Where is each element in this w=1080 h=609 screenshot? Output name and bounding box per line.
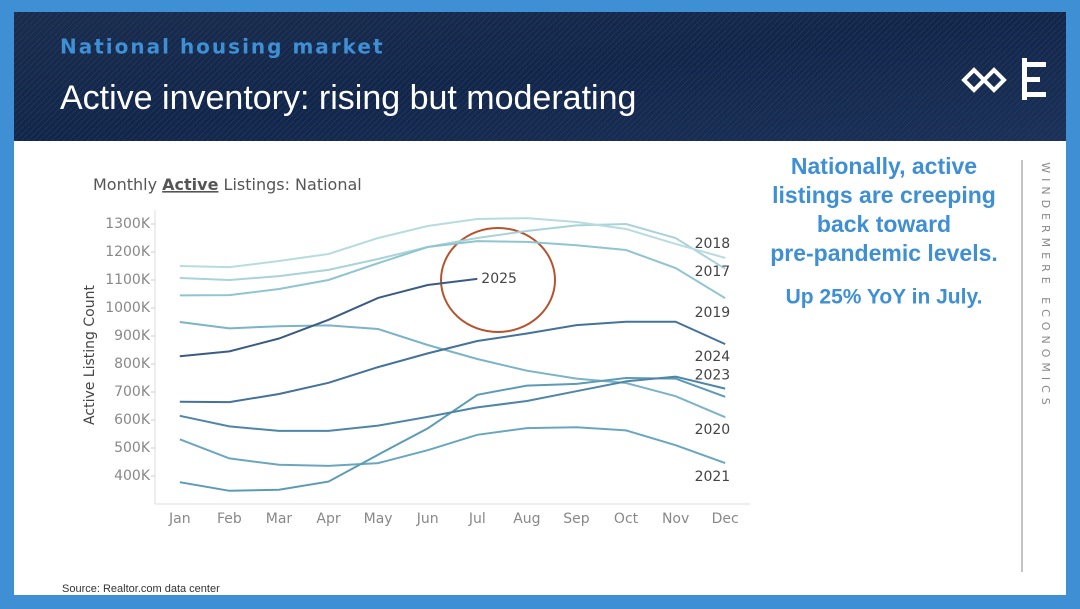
x-tick-label: Aug <box>513 511 540 527</box>
content-bg <box>14 141 1066 595</box>
series-line <box>179 375 726 432</box>
x-tick-label: May <box>364 511 393 527</box>
y-tick-label: 1100K <box>105 272 151 288</box>
x-tick-label: Apr <box>316 511 340 527</box>
series-label: 2018 <box>695 236 731 252</box>
x-tick-label: Feb <box>217 511 242 527</box>
x-tick-label: Jul <box>468 511 486 527</box>
x-tick-label: Mar <box>266 511 293 527</box>
series-label: 2017 <box>695 264 731 280</box>
series-label: 2021 <box>695 469 731 485</box>
y-tick-label: 1300K <box>105 216 151 232</box>
series-line <box>179 321 726 419</box>
series-line <box>179 217 726 269</box>
x-tick-label: Nov <box>662 511 689 527</box>
side-text: Nationally, active listings are creeping b… <box>770 153 998 266</box>
y-tick-label: 400K <box>114 468 151 484</box>
chart-title: Monthly Active Listings: National <box>93 175 362 194</box>
logo <box>961 58 1046 100</box>
x-tick-label: Sep <box>563 511 590 527</box>
highlight-circle <box>440 227 556 333</box>
x-tick-label: Jun <box>416 511 439 527</box>
series-label: 2020 <box>695 422 731 438</box>
x-tick-label: Jan <box>168 511 191 527</box>
x-tick-label: Dec <box>712 511 739 527</box>
series-label: 2023 <box>695 368 731 384</box>
y-tick-label: 1000K <box>105 300 151 316</box>
y-tick-label: 1200K <box>105 244 151 260</box>
series-line <box>179 222 726 282</box>
source: Source: Realtor.com data center <box>62 583 220 595</box>
kicker: National housing market <box>60 35 385 59</box>
series-label: 2025 <box>481 271 517 287</box>
plot: 400K 500K 600K 700K 800K 900K 1000K 1100K 1200K 1… <box>105 210 750 527</box>
y-tick-label: 500K <box>114 440 151 456</box>
y-tick-label: 800K <box>114 356 151 372</box>
title: Active inventory: rising but moderating <box>60 79 636 117</box>
y-axis-title: Active Listing Count <box>82 285 98 425</box>
series-line <box>179 320 726 404</box>
y-tick-label: 700K <box>114 384 151 400</box>
series-line <box>179 426 726 467</box>
brand: WINDERMERE ECONOMICS <box>1039 162 1052 410</box>
y-tick-label: 600K <box>114 412 151 428</box>
x-tick-label: Oct <box>614 511 639 527</box>
series-line <box>179 277 478 358</box>
y-tick-label: 900K <box>114 328 151 344</box>
series-label: 2024 <box>695 349 731 365</box>
series-line <box>179 240 726 300</box>
series-label: 2019 <box>695 305 731 321</box>
header-texture <box>14 12 1066 141</box>
side-highlight: Up 25% YoY in July. <box>786 286 983 309</box>
